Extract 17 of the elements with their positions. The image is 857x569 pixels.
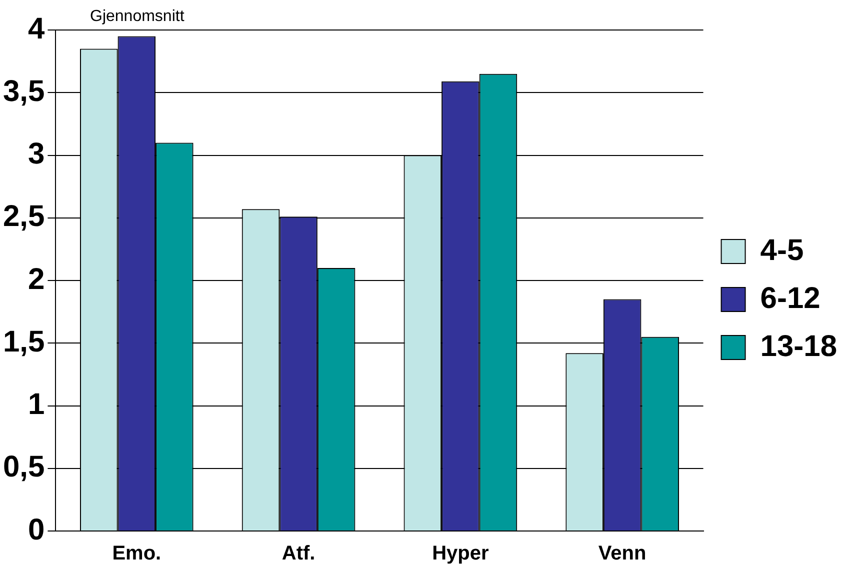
x-tick-label: Hyper (432, 542, 489, 565)
y-tick-label: 3 (28, 138, 45, 171)
y-tick-label: 0 (28, 513, 45, 546)
y-axis-title: Gjennomsnitt (90, 8, 184, 26)
y-tick-label: 1,5 (2, 325, 45, 358)
x-tick-label: Venn (598, 542, 646, 565)
y-tick-label: 2,5 (2, 200, 45, 234)
x-tick-label: Atf. (282, 542, 316, 565)
legend-label: 13-18 (760, 330, 838, 363)
y-tick-label: 4 (28, 12, 46, 46)
y-tick-label: 2 (28, 262, 45, 296)
legend-label: 6-12 (760, 282, 820, 315)
y-tick-label: 1 (28, 388, 45, 422)
y-tick-label: 3,5 (2, 74, 45, 108)
legend-label: 4-5 (760, 234, 804, 267)
x-tick-label: Emo. (112, 542, 162, 565)
y-tick-label: 0,5 (2, 450, 45, 484)
